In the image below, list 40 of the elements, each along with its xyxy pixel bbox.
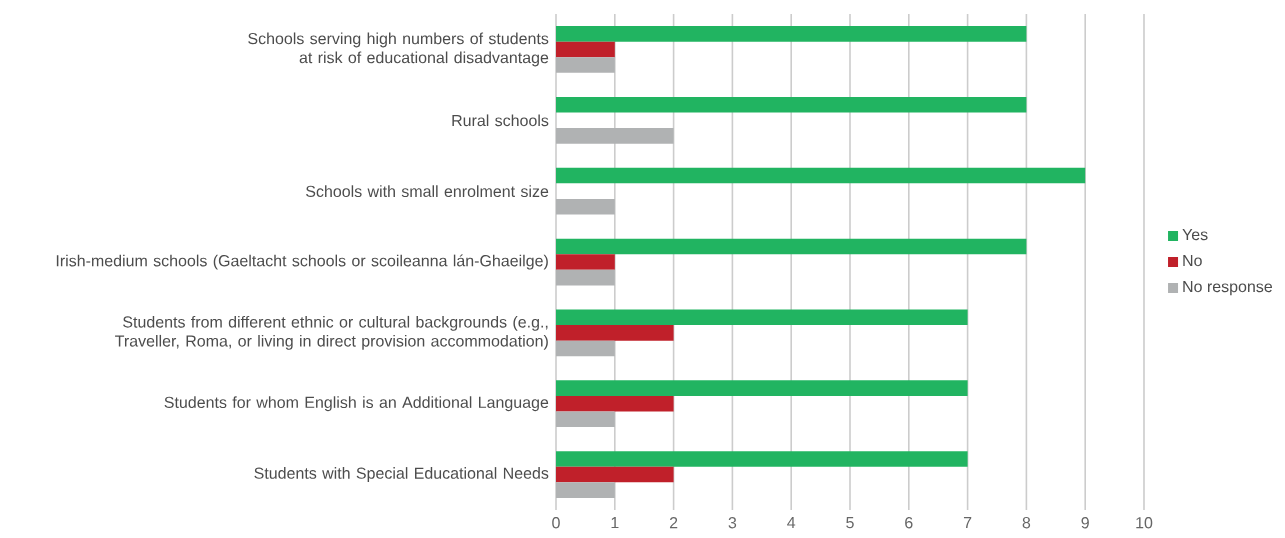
- bar: [556, 325, 674, 341]
- bar: [556, 26, 1027, 42]
- bar: [556, 128, 674, 144]
- legend-label: No: [1183, 255, 1202, 267]
- bar: [556, 451, 968, 467]
- bar: [556, 198, 615, 215]
- y-tick-label: Irish-medium schools (Gaeltacht schools or scoileanna lán-Ghaeilge): [56, 254, 548, 270]
- bar: [556, 41, 615, 58]
- x-tick-label: 10: [1136, 517, 1153, 529]
- y-tick-label: Students for whom English is an Additional Language: [164, 396, 549, 412]
- bar: [556, 269, 615, 286]
- x-tick-label: 3: [728, 517, 737, 529]
- legend-label: No response: [1183, 281, 1273, 296]
- y-tick-label: Schools with small enrolment size: [306, 185, 549, 198]
- y-tick-label: Rural schools: [452, 114, 549, 127]
- bar: [556, 57, 615, 73]
- bar: [556, 254, 615, 270]
- x-tick-label: 1: [611, 517, 619, 529]
- x-tick-label: 7: [963, 517, 972, 529]
- bar: [556, 167, 1086, 184]
- x-tick-label: 5: [846, 517, 854, 529]
- x-tick-label: 4: [787, 517, 796, 529]
- y-tick-label: Schools serving high numbers of students at risk of educational disadvantage: [248, 32, 549, 67]
- y-tick-label: Students with Special Educational Needs: [254, 467, 549, 483]
- x-tick-label: 2: [669, 517, 678, 529]
- bar: [556, 238, 1027, 255]
- bar: [556, 395, 674, 412]
- bar: [556, 380, 968, 396]
- bar: [556, 96, 1027, 113]
- bar: [556, 411, 615, 428]
- bar: [556, 309, 968, 326]
- x-tick-label: 9: [1081, 517, 1089, 529]
- bar: [556, 466, 674, 483]
- y-tick-label: Students from different ethnic or cultural backgrounds (e.g., Traveller, Roma, or living in direct provision accommodation): [115, 315, 548, 350]
- x-tick-label: 0: [552, 517, 560, 529]
- bar: [556, 482, 615, 498]
- x-tick-label: 6: [905, 517, 913, 529]
- bar: [556, 340, 615, 357]
- x-tick-label: 8: [1022, 517, 1031, 529]
- legend-label: Yes: [1182, 229, 1208, 241]
